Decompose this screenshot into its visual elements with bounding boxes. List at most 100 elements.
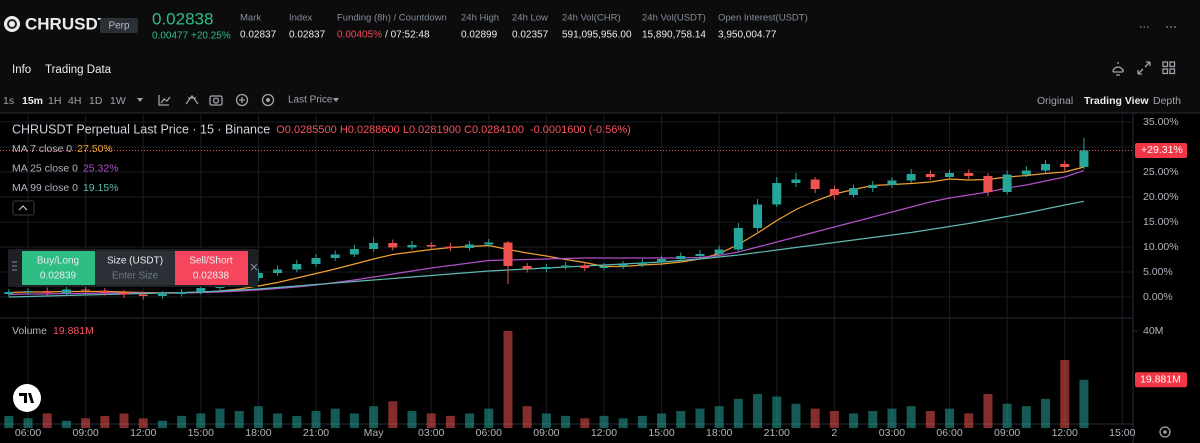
x-tick-label: 21:00 [303, 427, 329, 439]
x-tick-label: 09:00 [994, 427, 1020, 439]
y-tick-label: 10.00% [1143, 241, 1179, 253]
collapse-button[interactable] [12, 200, 35, 216]
tab[interactable]: Trading Data [45, 64, 112, 76]
alert-icon[interactable] [1112, 62, 1124, 76]
candle-body [522, 266, 532, 269]
interval[interactable]: 1H [48, 95, 61, 107]
stat-value: 0.02357 [512, 30, 549, 41]
volume-bar [484, 408, 494, 428]
candle-body [599, 266, 609, 268]
size-input[interactable] [95, 251, 175, 285]
volume-bar [733, 398, 743, 428]
close-icon[interactable] [250, 263, 258, 271]
volume-bar [42, 413, 52, 428]
draw-icon[interactable] [185, 94, 199, 105]
stat-extra: / 07:52:48 [385, 30, 430, 41]
stat-value: 0.02899 [461, 30, 498, 41]
volume-bar [234, 411, 244, 428]
x-tick-label: 12:00 [130, 427, 156, 439]
price-type[interactable]: Last Price [288, 95, 333, 106]
candle-body [1021, 170, 1031, 175]
ma-legend-value: 27.50% [77, 143, 113, 155]
volume-bar [829, 411, 839, 428]
settings-icon[interactable] [261, 93, 275, 107]
symbol[interactable]: CHRUSDT [25, 14, 109, 33]
dropdown-arrow[interactable] [333, 98, 339, 102]
last-price: 0.02838 [152, 9, 213, 28]
y-tick-label: 15.00% [1143, 216, 1179, 228]
buy-button[interactable] [22, 251, 95, 285]
candle-body [42, 291, 52, 293]
volume-bar [349, 413, 359, 428]
last-price-label: +29.31% [1141, 144, 1183, 156]
interval[interactable]: 1W [110, 95, 126, 107]
dropdown-arrow[interactable] [137, 98, 143, 102]
x-tick-label: 09:00 [533, 427, 559, 439]
x-tick-label: 03:00 [879, 427, 905, 439]
volume-bar [407, 411, 417, 428]
candle-body [292, 264, 302, 270]
volume-bar [561, 415, 571, 428]
interval[interactable]: 1s [3, 95, 14, 107]
candle-body [561, 265, 571, 267]
layout-icon [1169, 61, 1176, 68]
x-tick-label: 15:00 [1109, 427, 1135, 439]
candle-body [61, 289, 71, 293]
last-price-tag [1135, 142, 1187, 158]
candle-body [983, 176, 993, 192]
coin-logo [4, 16, 20, 32]
volume-bar [772, 396, 782, 428]
tv-logo-mark [19, 393, 34, 403]
camera-icon[interactable] [209, 95, 223, 106]
volume-bar [849, 413, 859, 428]
volume-bar [522, 406, 532, 428]
indicator-icon[interactable] [158, 95, 171, 106]
candle-body [273, 269, 283, 273]
candle-body [580, 265, 590, 268]
volume-bar [714, 406, 724, 428]
volume-bar [253, 406, 263, 428]
tab[interactable]: Info [12, 64, 31, 76]
y-tick-label: 5.00% [1143, 266, 1173, 278]
view-tab[interactable]: Original [1037, 95, 1073, 107]
candle-body [157, 294, 167, 296]
y-tick-label: 25.00% [1143, 166, 1179, 178]
interval-active[interactable]: 15m [22, 95, 43, 107]
x-tick-label: 2 [831, 427, 837, 439]
ma-legend-name: MA 25 close 0 [12, 162, 78, 174]
volume-bar [676, 411, 686, 428]
sell-button[interactable] [175, 251, 248, 285]
candle-body [1060, 164, 1070, 167]
volume-bar [1060, 360, 1070, 428]
volume-bar [4, 415, 14, 428]
candle-body [1079, 150, 1089, 167]
candle-body [810, 179, 820, 189]
price-change-pct: +20.25% [191, 31, 231, 42]
camera-lens [212, 97, 220, 104]
layout-icon [1162, 68, 1169, 75]
coin-logo-mark [7, 19, 17, 29]
add-icon[interactable] [235, 93, 249, 107]
candle-body [138, 294, 148, 296]
interval[interactable]: 1D [89, 95, 103, 107]
view-tab[interactable]: Depth [1153, 95, 1181, 107]
candle-body [945, 173, 955, 177]
volume-tag-label: 19.881M [1140, 374, 1181, 386]
axis-settings[interactable] [1159, 426, 1171, 438]
expand-icon[interactable] [1137, 61, 1151, 75]
drag-handle[interactable] [12, 261, 17, 271]
x-tick-label: May [364, 427, 385, 439]
volume-bar [906, 406, 916, 428]
volume-bar [791, 403, 801, 428]
buy-label: Buy/Long [37, 256, 79, 267]
view-tab-active[interactable]: Trading View [1084, 95, 1149, 107]
buy-price: 0.02839 [40, 271, 77, 282]
candle-body [676, 256, 686, 259]
volume-bar [157, 420, 167, 428]
volume-bar [23, 418, 33, 428]
sell-label: Sell/Short [189, 256, 233, 267]
layout-icon[interactable] [1162, 61, 1169, 68]
interval[interactable]: 4H [68, 95, 81, 107]
settings-dot [266, 98, 270, 102]
